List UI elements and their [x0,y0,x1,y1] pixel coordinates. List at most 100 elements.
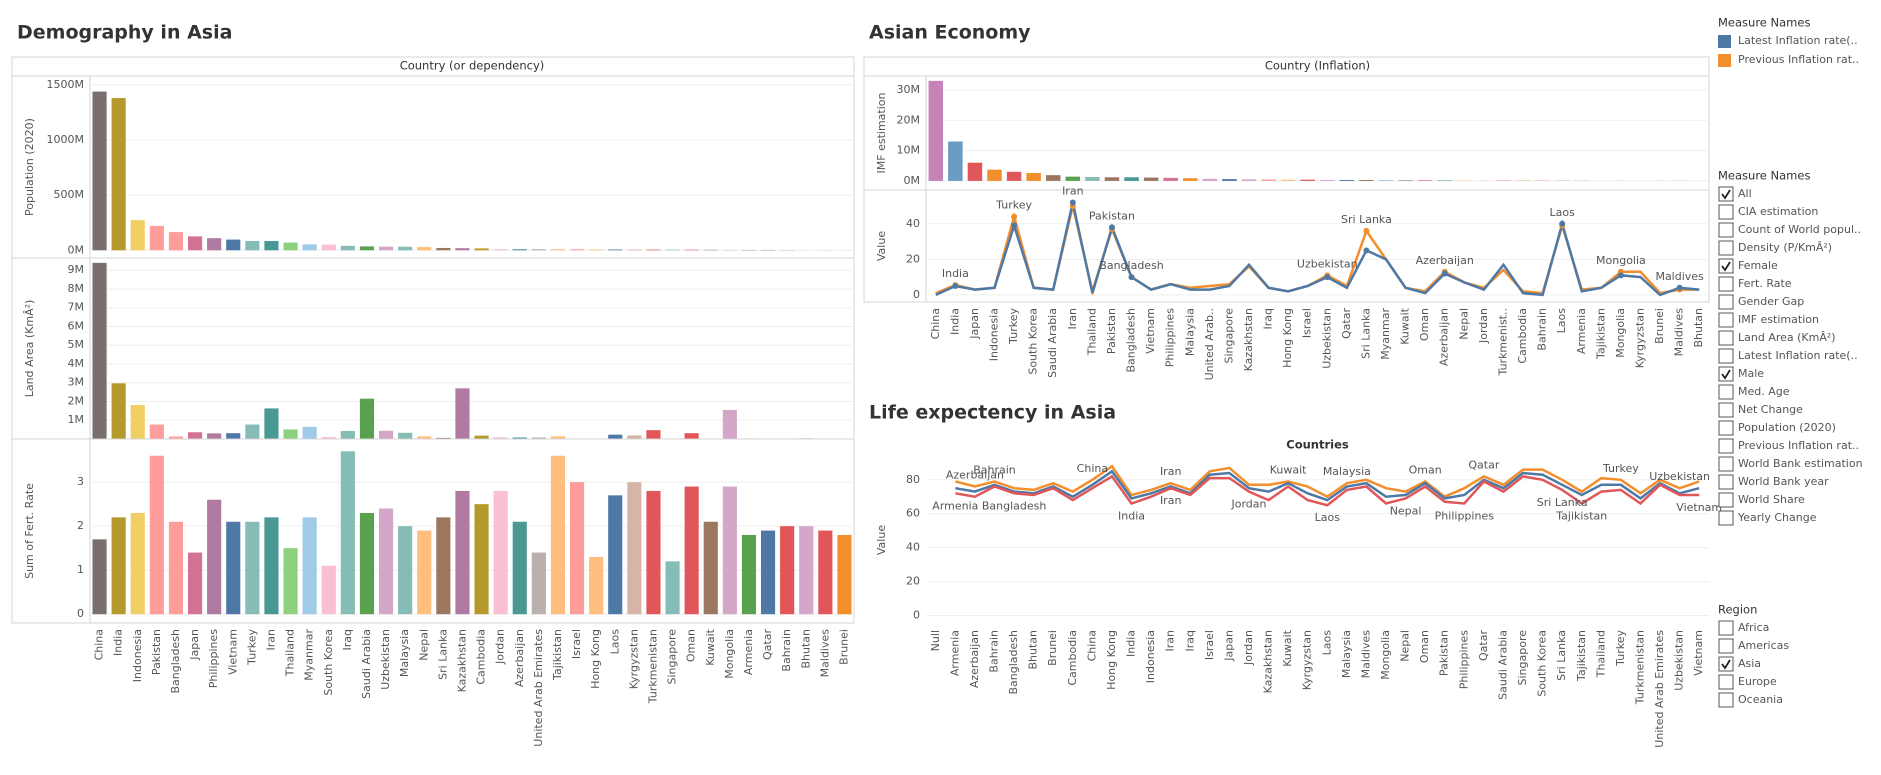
point-label: Sri Lanka [1537,496,1588,509]
checkbox[interactable] [1718,510,1734,526]
chart-title: Life expectency in Asia [869,402,1116,424]
x-tick-label: Thailand [1594,630,1607,678]
checkbox[interactable] [1718,312,1734,328]
checkbox[interactable] [1718,348,1734,364]
checkbox[interactable] [1718,674,1734,690]
x-tick-label: Singapore [1516,630,1529,686]
x-tick-label: Null [929,630,942,651]
filter-option[interactable]: Africa [1738,621,1769,634]
point-label: Jordan [1230,498,1266,511]
checkbox[interactable] [1718,330,1734,346]
x-tick-label: Nepal [417,629,430,661]
bar [646,430,661,439]
filter-option[interactable]: World Share [1738,493,1805,506]
x-tick-label: China [929,308,942,339]
bar [665,249,680,251]
bar [1261,179,1276,181]
bar [436,247,451,251]
bar [321,437,336,439]
checkbox[interactable] [1718,276,1734,292]
filter-option[interactable]: Americas [1738,639,1789,652]
bar [130,405,145,439]
filter-option[interactable]: Land Area (KmÂ²) [1738,331,1836,344]
filter-option[interactable]: Yearly Change [1737,511,1817,524]
bar [436,437,451,439]
filter-option[interactable]: Male [1738,367,1764,380]
x-tick-label: Turkmenist.. [1496,308,1509,376]
y-tick-label: 40 [906,217,920,230]
x-tick-label: Vietnam [1144,308,1157,354]
checkbox[interactable] [1718,492,1734,508]
filter-option[interactable]: Net Change [1738,403,1803,416]
point-label: Nepal [1390,504,1422,517]
bar [283,242,298,251]
x-tick-label: Qatar [761,629,774,660]
filter-option[interactable]: Med. Age [1738,385,1790,398]
bar [417,530,432,615]
bar [130,512,145,615]
x-tick-label: Japan [968,308,981,340]
filter-option[interactable]: Previous Inflation rat.. [1738,439,1859,452]
legend-swatch [1718,54,1731,67]
filter-option[interactable]: Asia [1738,657,1761,670]
bar [493,249,508,251]
filter-option[interactable]: Oceania [1738,693,1783,706]
x-tick-label: United Arab Emirates [532,629,545,747]
checkbox[interactable] [1718,656,1734,672]
x-tick-label: Bhutan [1692,308,1705,348]
bar [684,486,699,615]
x-tick-label: Nepal [1399,630,1412,662]
x-tick-label: Tajikistan [551,629,564,681]
filter-option[interactable]: Count of World popul.. [1738,223,1861,236]
filter-option[interactable]: World Bank year [1738,475,1829,488]
y-axis-label: Sum of Fert. Rate [23,483,36,579]
bar [703,521,718,615]
bar [378,430,394,439]
y-tick-label: 2 [77,519,84,532]
checkbox[interactable] [1718,294,1734,310]
filter-option[interactable]: All [1738,187,1752,200]
filter-option[interactable]: CIA estimation [1738,205,1818,218]
bar [398,526,413,615]
filter-option[interactable]: IMF estimation [1738,313,1819,326]
checkbox[interactable] [1718,692,1734,708]
y-tick-label: 8M [68,282,85,295]
y-tick-label: 6M [68,319,85,332]
checkbox[interactable] [1718,620,1734,636]
point-label: Pakistan [1089,209,1135,222]
filter-option[interactable]: Gender Gap [1738,295,1804,308]
filter-option[interactable]: Fert. Rate [1738,277,1792,290]
filter-option[interactable]: World Bank estimation [1738,457,1863,470]
point-marker [1676,284,1683,291]
point-label: Kuwait [1270,463,1307,476]
checkbox[interactable] [1718,402,1734,418]
filter-option[interactable]: Europe [1738,675,1777,688]
checkbox[interactable] [1718,384,1734,400]
checkbox[interactable] [1718,222,1734,238]
checkbox[interactable] [1718,456,1734,472]
filter-option[interactable]: Population (2020) [1738,421,1836,434]
checkbox[interactable] [1718,366,1734,382]
bar [493,437,508,439]
x-tick-label: Kuwait [1399,307,1412,344]
filter-option[interactable]: Female [1738,259,1778,272]
checkbox[interactable] [1718,438,1734,454]
x-tick-label: Qatar [1340,308,1353,339]
bar [245,241,260,251]
x-tick-label: Nepal [1457,308,1470,340]
x-tick-label: Myanmar [303,629,316,681]
bar [967,162,983,181]
filter-option[interactable]: Density (P/KmÂ²) [1738,241,1832,254]
checkbox[interactable] [1718,186,1734,202]
x-tick-label: South Korea [1536,630,1549,697]
checkbox[interactable] [1718,204,1734,220]
bar [589,556,604,615]
checkbox[interactable] [1718,258,1734,274]
checkbox[interactable] [1718,420,1734,436]
checkbox[interactable] [1718,240,1734,256]
checkbox[interactable] [1718,638,1734,654]
x-tick-label: Hong Kong [589,629,602,689]
filter-option[interactable]: Latest Inflation rate(.. [1738,349,1858,362]
checkbox[interactable] [1718,474,1734,490]
